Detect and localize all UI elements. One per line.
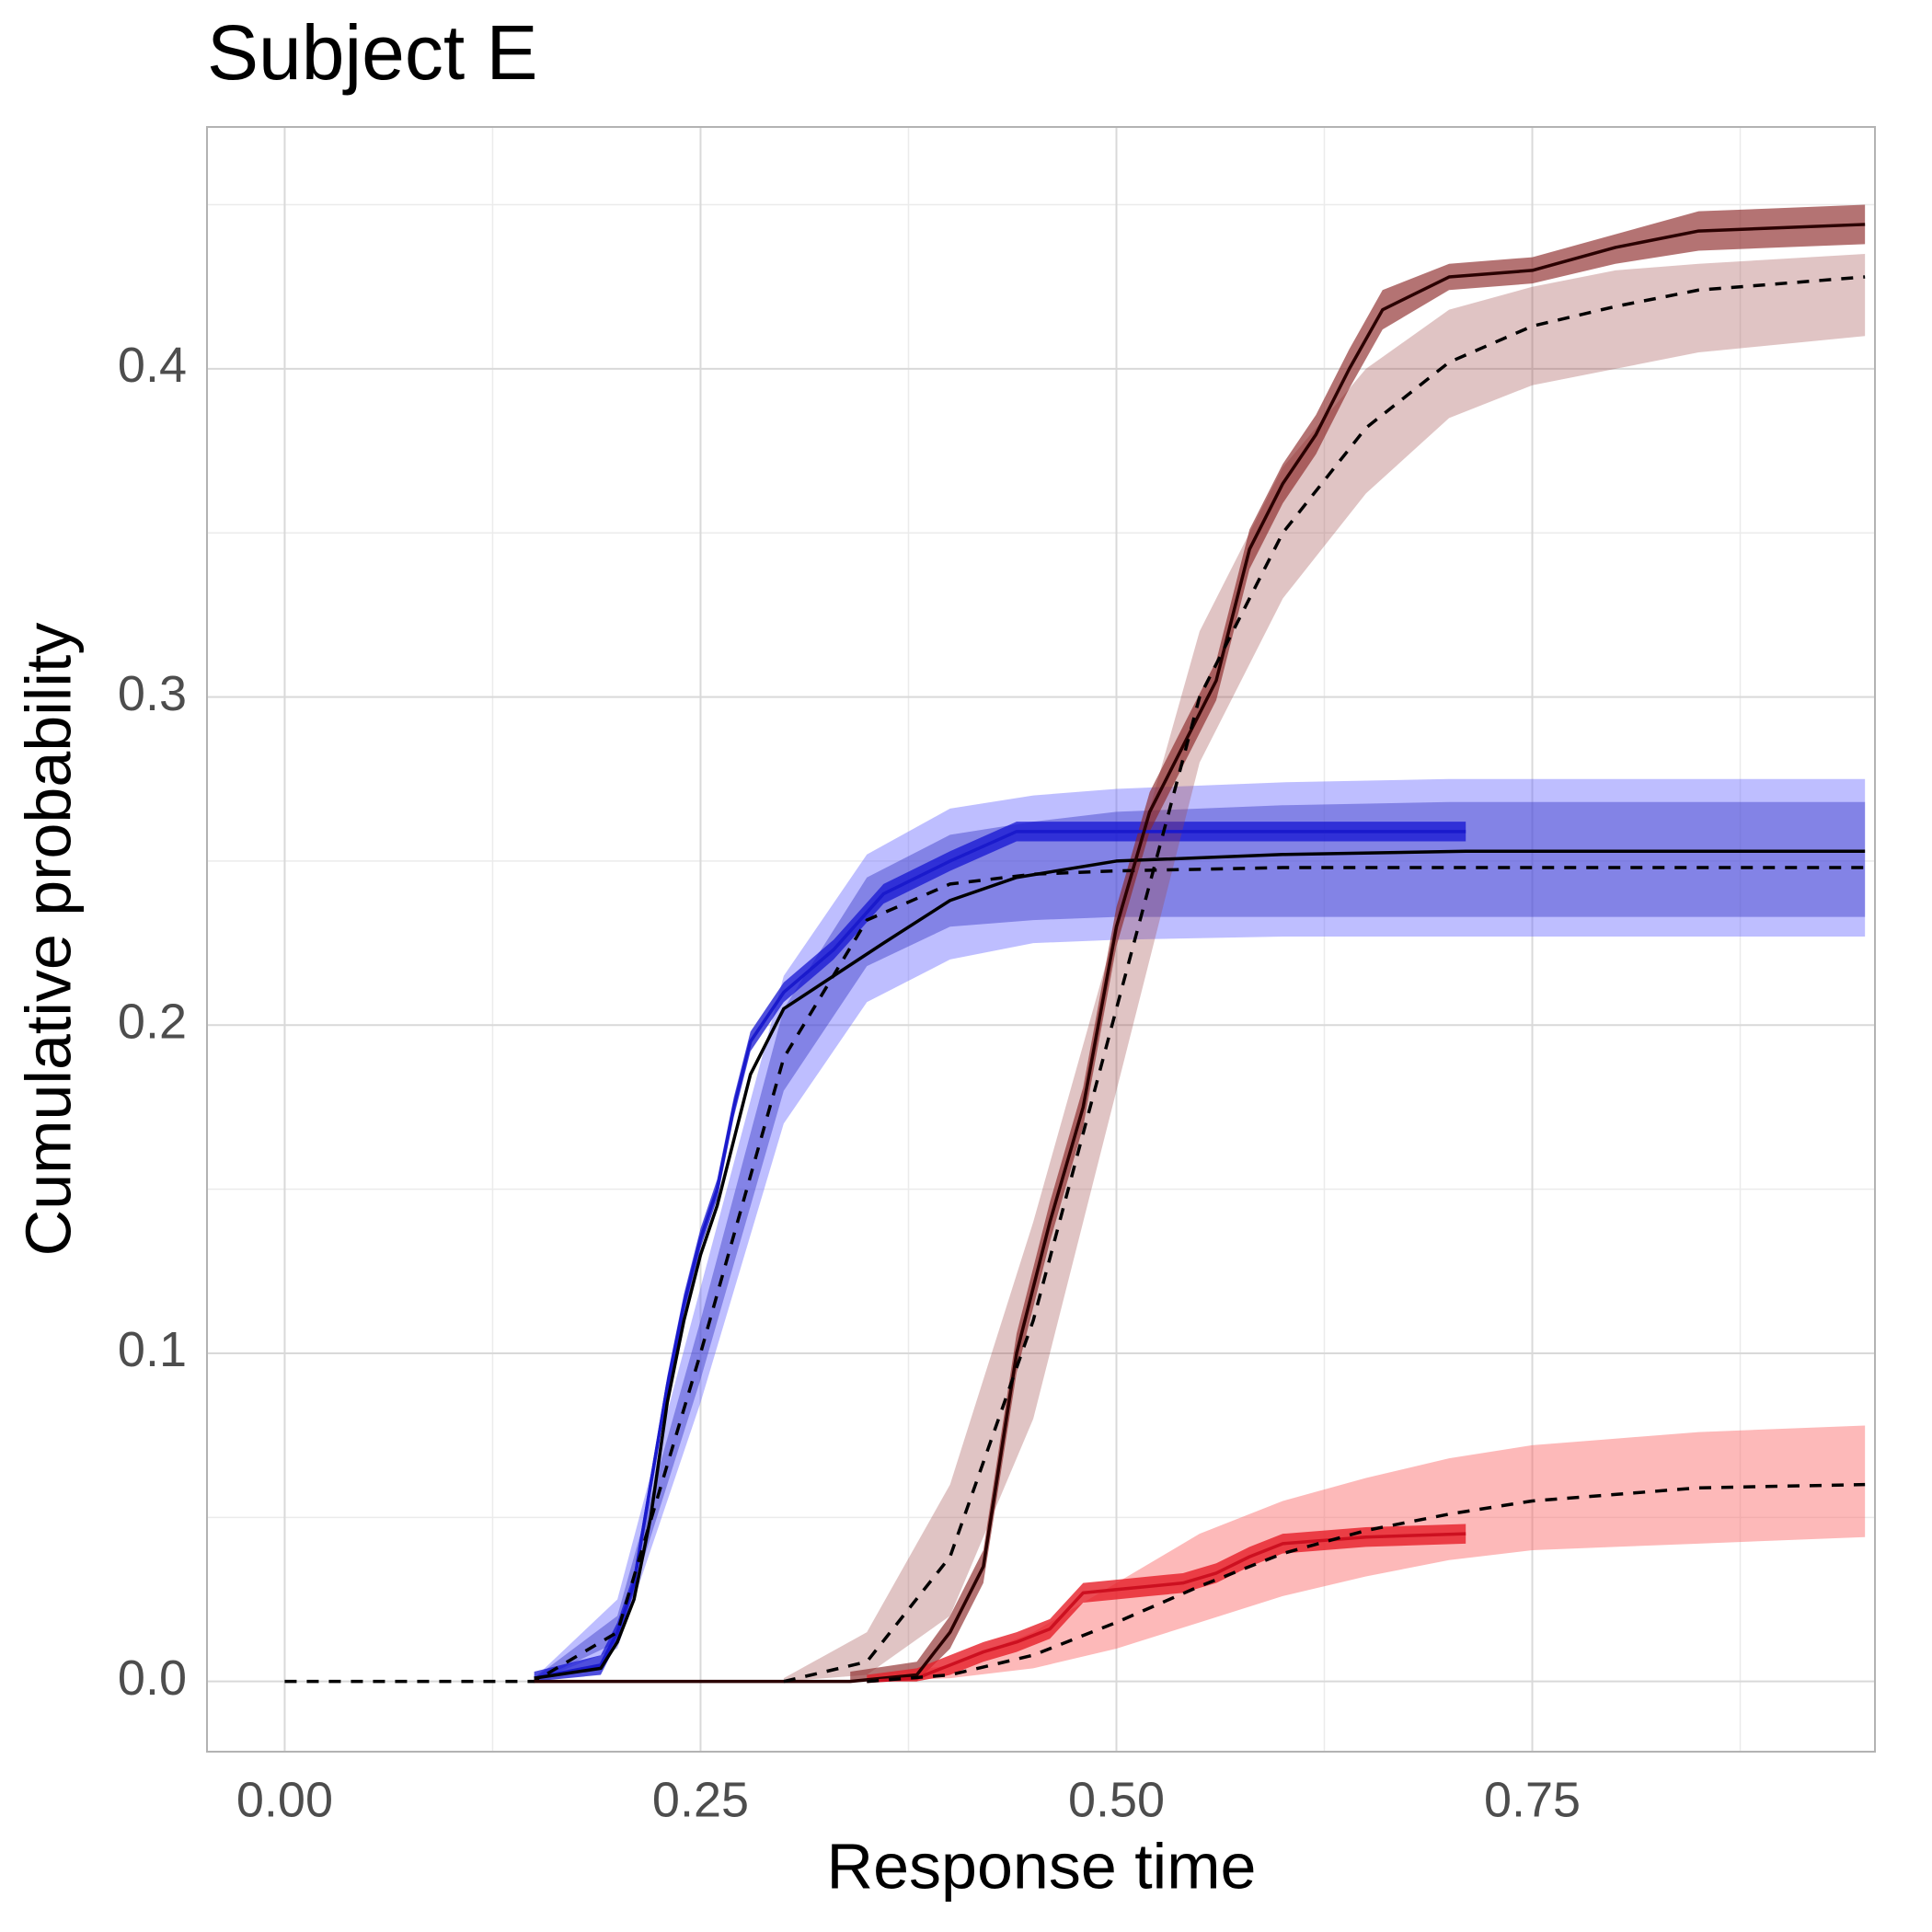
confidence-band [783, 254, 1866, 1682]
x-axis-title: Response time [827, 1830, 1257, 1902]
confidence-band [534, 778, 1866, 1682]
y-tick-label: 0.3 [118, 666, 187, 721]
x-tick-label: 0.75 [1484, 1772, 1581, 1827]
line [534, 223, 1866, 1684]
y-tick-label: 0.4 [118, 338, 187, 393]
confidence-band [534, 801, 1866, 1682]
dashed-line [284, 866, 1866, 1684]
x-tick-label: 0.50 [1068, 1772, 1165, 1827]
y-tick-label: 0.2 [118, 995, 187, 1050]
line [867, 1532, 1466, 1684]
line [534, 849, 1866, 1680]
plot-area [284, 204, 1866, 1684]
chart-title: Subject E [207, 9, 538, 96]
grid [207, 127, 1875, 1752]
panel-border [206, 126, 1876, 1753]
line [534, 830, 1466, 1680]
axes: 0.00 0.25 0.50 0.75 0.0 0.1 0.2 0.3 0.4 [118, 338, 1581, 1827]
dashed-line [867, 1482, 1866, 1684]
y-tick-label: 0.0 [118, 1650, 187, 1706]
x-tick-label: 0.25 [652, 1772, 749, 1827]
y-axis-title: Cumulative probability [12, 623, 84, 1257]
confidence-band [867, 1425, 1866, 1682]
y-tick-label: 0.1 [118, 1322, 187, 1377]
x-tick-label: 0.00 [236, 1772, 333, 1827]
